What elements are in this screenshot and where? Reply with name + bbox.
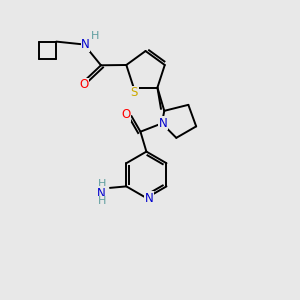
Text: S: S bbox=[130, 86, 138, 99]
Text: N: N bbox=[81, 38, 90, 51]
Text: N: N bbox=[159, 117, 168, 130]
Text: H: H bbox=[98, 196, 106, 206]
Text: H: H bbox=[98, 179, 106, 189]
Text: O: O bbox=[79, 78, 88, 91]
Text: H: H bbox=[91, 31, 100, 41]
Text: N: N bbox=[97, 187, 106, 200]
Text: N: N bbox=[144, 192, 153, 205]
Text: O: O bbox=[121, 108, 130, 121]
